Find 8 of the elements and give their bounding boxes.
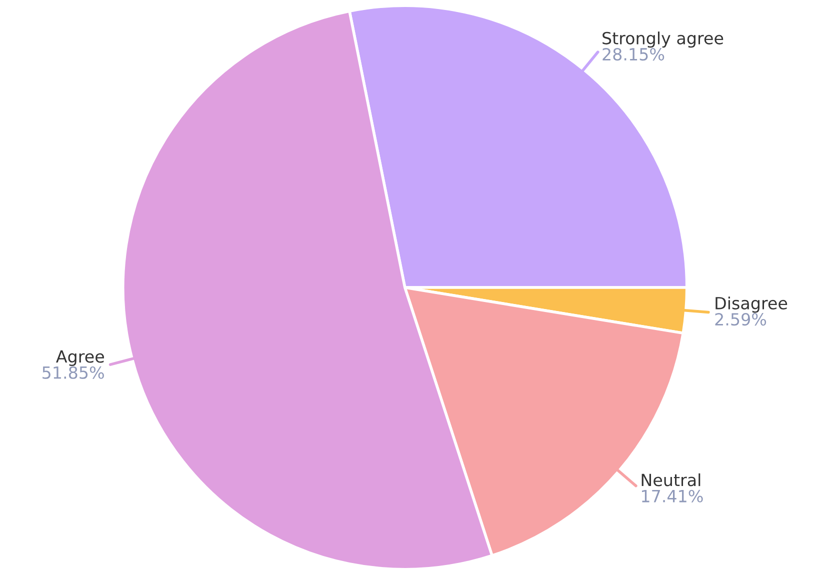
data-label: 2.59% [715,312,766,326]
slice-label: Neutral [642,473,700,486]
slice-label: Strongly agree [602,32,724,48]
data-label: 28.15% [602,48,664,61]
slice-label: Agree [56,350,104,366]
slice-label: Disagree [716,296,788,313]
data-label: 17.41% [642,490,703,502]
data-label: 51.85% [42,366,104,379]
